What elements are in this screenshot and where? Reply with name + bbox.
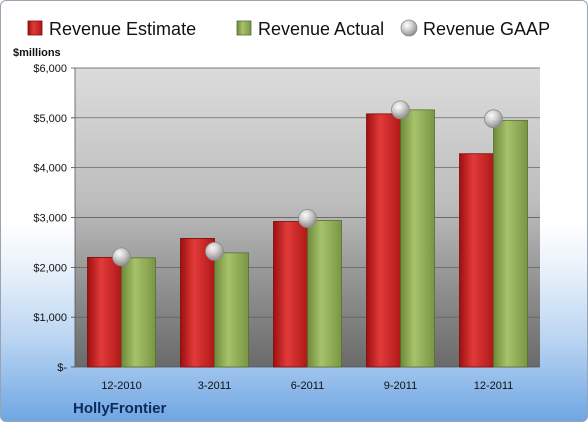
bar-revenue-actual [307, 220, 342, 368]
legend-label-estimate: Revenue Estimate [49, 19, 196, 39]
markers-layer [112, 100, 503, 267]
legend: Revenue Estimate Revenue Actual Revenue … [27, 19, 550, 39]
bar-revenue-actual [214, 252, 249, 368]
marker-revenue-gaap [112, 247, 131, 267]
bar-revenue-estimate [366, 113, 401, 368]
y-tick-label: $4,000 [33, 163, 67, 175]
y-tick-label: $- [57, 362, 67, 374]
legend-swatch-actual [236, 20, 252, 36]
y-tick-label: $6,000 [33, 63, 67, 75]
x-tick-label: 9-2011 [384, 380, 417, 392]
y-tick-label: $1,000 [33, 312, 67, 324]
x-tick-label: 6-2011 [291, 380, 324, 392]
y-tick-label: $5,000 [33, 113, 67, 125]
legend-item-gaap: Revenue GAAP [400, 19, 550, 39]
legend-item-actual: Revenue Actual [236, 19, 384, 39]
marker-revenue-gaap [484, 109, 503, 129]
legend-label-actual: Revenue Actual [258, 19, 384, 39]
legend-item-estimate: Revenue Estimate [27, 19, 196, 39]
company-name: HollyFrontier [73, 400, 167, 417]
bar-revenue-estimate [459, 153, 494, 368]
bars-layer [87, 109, 528, 368]
legend-swatch-estimate [27, 20, 43, 36]
marker-revenue-gaap [298, 209, 317, 228]
y-tick-label: $3,000 [33, 213, 67, 225]
y-axis-unit-label: $millions [13, 47, 61, 59]
bar-revenue-actual [400, 109, 435, 368]
x-tick-label: 3-2011 [198, 380, 231, 392]
legend-label-gaap: Revenue GAAP [423, 19, 550, 39]
y-tick-label: $2,000 [33, 262, 67, 274]
bar-revenue-estimate [180, 238, 215, 368]
legend-swatch-gaap [400, 19, 418, 37]
bar-revenue-estimate [87, 256, 122, 368]
marker-revenue-gaap [391, 100, 410, 120]
bar-revenue-actual [493, 119, 528, 368]
x-axis-ticks: 12-2010 3-2011 6-2011 9-2011 12-2011 [101, 380, 513, 392]
y-axis-ticks: $- $1,000 $2,000 $3,000 $4,000 $5,000 $6,000 [33, 63, 76, 374]
x-tick-label: 12-2011 [474, 380, 514, 392]
x-tick-label: 12-2010 [101, 380, 141, 392]
bar-revenue-estimate [273, 221, 308, 368]
marker-revenue-gaap [205, 241, 224, 261]
bar-revenue-actual [121, 257, 156, 368]
